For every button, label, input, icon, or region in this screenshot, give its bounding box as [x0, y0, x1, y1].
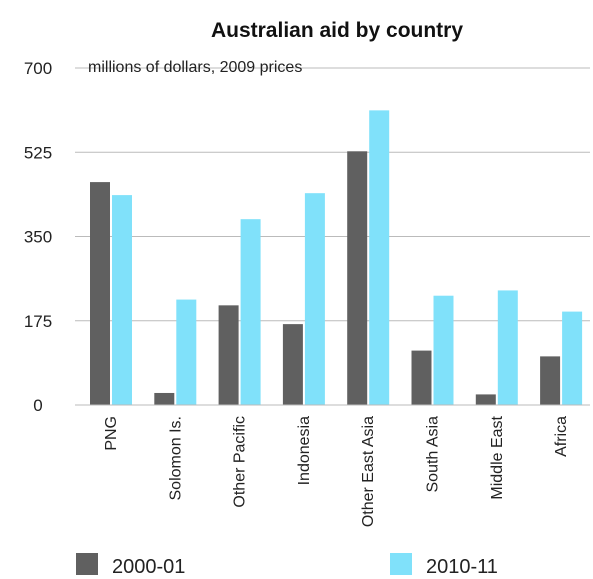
legend: 2000-01 2010-11 [76, 553, 498, 578]
bar-2000-01-africa [540, 356, 561, 405]
bar-2010-11-indonesia [304, 193, 325, 405]
bar-2000-01-png [90, 182, 110, 405]
legend-swatch [390, 553, 412, 575]
x-tick-label: South Asia [425, 416, 442, 493]
y-tick-label: 700 [24, 59, 52, 78]
bar-2000-01-south-asia [411, 350, 432, 405]
legend-label: 2010-11 [426, 556, 498, 578]
bar-2010-11-png [112, 195, 132, 405]
bars [90, 110, 583, 405]
y-tick-label: 350 [24, 228, 52, 247]
gridlines [75, 67, 590, 322]
y-tick-label: 175 [24, 312, 52, 331]
bar-2000-01-other-east-asia [347, 151, 368, 405]
x-tick-label: Solomon Is. [167, 416, 184, 500]
bar-2000-01-middle-east [475, 394, 496, 405]
y-axis-ticks: 0 175 350 525 700 [24, 59, 52, 415]
bar-2010-11-other-east-asia [369, 110, 390, 405]
x-tick-label: Other East Asia [360, 416, 377, 527]
x-tick-label: Indonesia [296, 416, 313, 485]
bar-2000-01-other-pacific [218, 305, 239, 405]
x-axis-labels: PNG Solomon Is. Other Pacific Indonesia Othe… [103, 415, 570, 527]
bar-2010-11-other-pacific [240, 219, 261, 405]
x-tick-label: PNG [103, 416, 120, 451]
legend-swatch [76, 553, 98, 575]
bar-2010-11-africa [562, 311, 583, 405]
bar-2010-11-solomon-is- [176, 299, 197, 405]
bar-2000-01-solomon-is- [154, 392, 175, 405]
chart-subtitle: millions of dollars, 2009 prices [88, 59, 302, 76]
bar-2010-11-middle-east [497, 290, 518, 405]
y-tick-label: 0 [33, 396, 42, 415]
bar-2000-01-indonesia [282, 324, 303, 405]
x-tick-label: Middle East [489, 415, 506, 499]
chart-title: Australian aid by country [211, 19, 463, 42]
legend-label: 2000-01 [112, 556, 185, 578]
y-tick-label: 525 [24, 143, 52, 162]
x-tick-label: Other Pacific [232, 416, 249, 508]
bar-2010-11-south-asia [433, 295, 454, 405]
x-tick-label: Africa [553, 416, 570, 457]
